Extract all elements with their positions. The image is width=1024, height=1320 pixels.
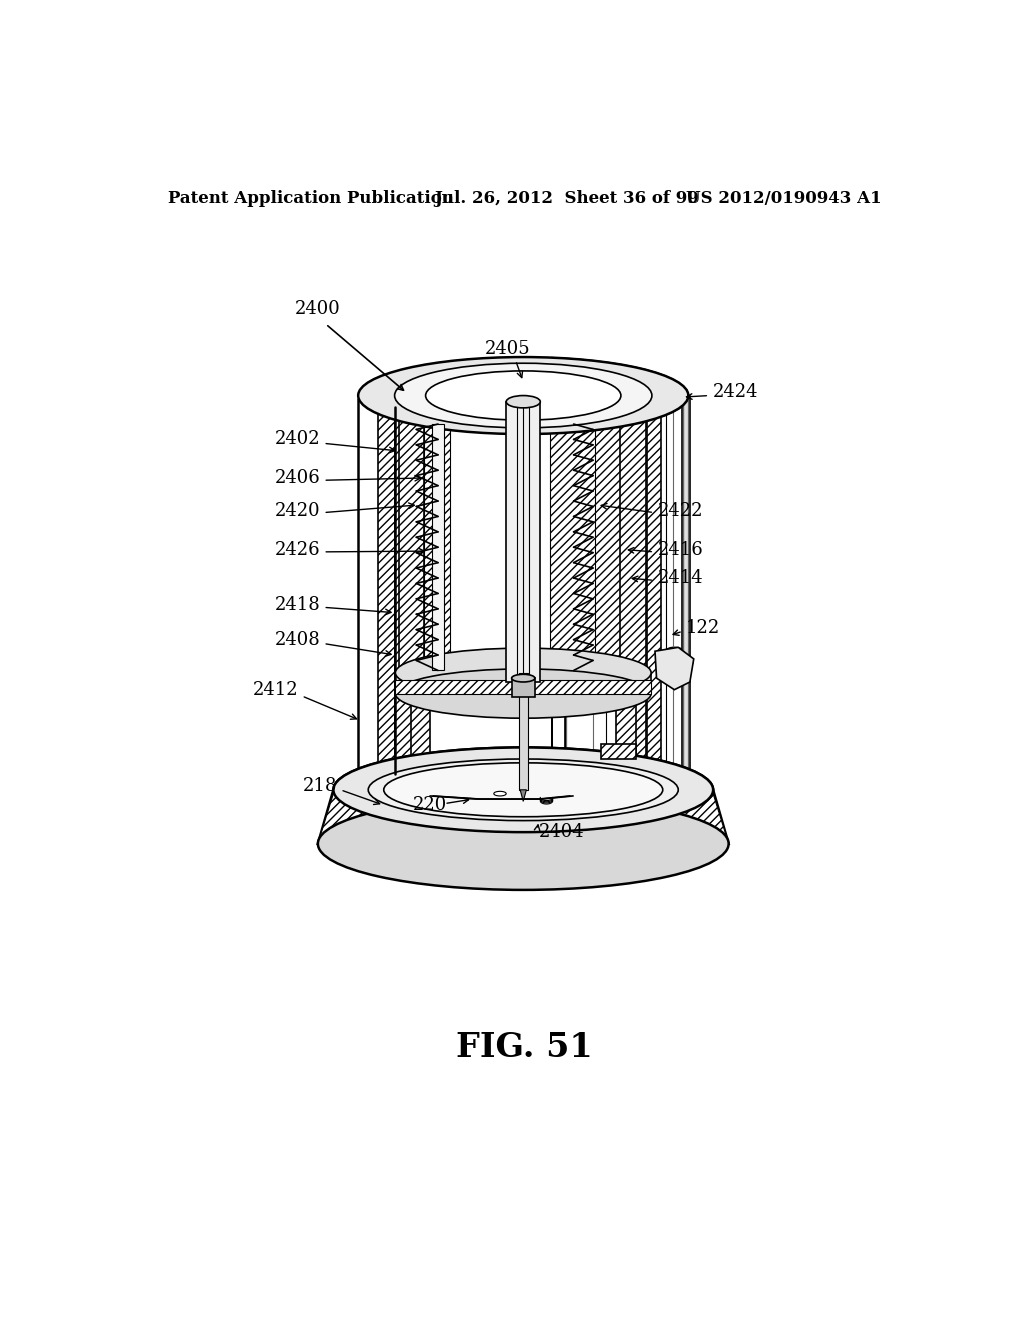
Text: 2414: 2414 [657,569,702,587]
Polygon shape [317,789,729,843]
Ellipse shape [358,358,688,434]
Polygon shape [411,693,430,789]
Text: 2426: 2426 [274,541,321,558]
Polygon shape [395,405,420,775]
Text: 2420: 2420 [274,502,321,520]
Text: 218: 218 [303,777,337,795]
Text: Patent Application Publication: Patent Application Publication [168,190,455,207]
Text: US 2012/0190943 A1: US 2012/0190943 A1 [686,190,882,207]
Text: Jul. 26, 2012  Sheet 36 of 99: Jul. 26, 2012 Sheet 36 of 99 [434,190,698,207]
Ellipse shape [506,396,541,408]
Polygon shape [399,420,424,682]
Text: 122: 122 [686,619,720,638]
Ellipse shape [419,768,628,812]
Ellipse shape [426,371,621,420]
Polygon shape [395,673,651,693]
Polygon shape [432,424,444,671]
Text: 2418: 2418 [274,597,321,614]
Polygon shape [518,673,528,789]
Ellipse shape [362,755,684,825]
Text: 2402: 2402 [274,430,321,449]
Polygon shape [512,678,535,697]
Ellipse shape [394,363,652,428]
Polygon shape [655,647,693,689]
Text: 2412: 2412 [253,681,299,698]
Polygon shape [550,424,595,671]
Polygon shape [595,420,621,682]
Text: 2424: 2424 [713,383,759,401]
Polygon shape [682,396,690,789]
Ellipse shape [411,671,636,717]
Polygon shape [601,743,636,759]
Polygon shape [552,358,688,828]
Polygon shape [378,407,395,775]
Polygon shape [565,372,646,818]
Text: 2408: 2408 [274,631,321,648]
Polygon shape [520,789,526,801]
Ellipse shape [369,759,678,821]
Polygon shape [616,693,636,789]
Text: 2400: 2400 [295,300,340,318]
Text: 2416: 2416 [657,541,703,558]
Ellipse shape [384,771,663,825]
Text: 220: 220 [413,796,447,814]
Ellipse shape [334,747,713,832]
Ellipse shape [384,763,663,817]
Polygon shape [317,793,729,843]
Ellipse shape [512,675,535,682]
Polygon shape [647,407,662,775]
Ellipse shape [395,648,651,697]
Ellipse shape [494,792,506,796]
Text: 2422: 2422 [657,502,702,520]
Polygon shape [395,681,651,693]
Ellipse shape [334,747,713,832]
Text: 2406: 2406 [274,469,321,487]
Ellipse shape [317,797,729,890]
Text: FIG. 51: FIG. 51 [457,1031,593,1064]
Text: 2405: 2405 [485,341,530,358]
Polygon shape [506,401,541,682]
Ellipse shape [404,762,642,818]
Text: 2404: 2404 [539,824,585,841]
Polygon shape [424,424,450,671]
Ellipse shape [395,669,651,718]
Ellipse shape [400,371,646,433]
Polygon shape [618,405,646,775]
